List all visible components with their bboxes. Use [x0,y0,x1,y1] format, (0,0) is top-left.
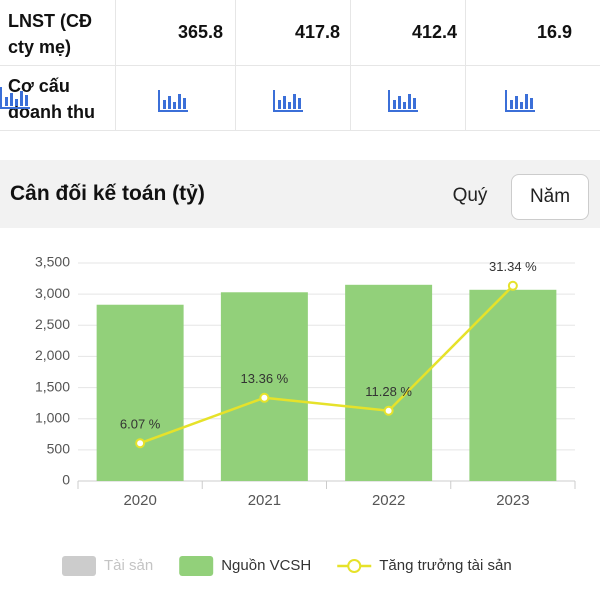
data-label: 13.36 % [241,371,289,386]
point [383,405,394,416]
tab[interactable]: Năm [511,174,589,220]
line [139,284,514,445]
y-tick-label: 0 [62,472,70,488]
chart: 0 500 1,000 1,500 2,000 2,500 3,000 3,500 6.07 %… [35,254,576,576]
bar [220,292,308,481]
data-label: 31.34 % [489,259,537,274]
cell: 412.4 [411,22,457,42]
x-tick-label: 2021 [248,492,281,509]
row-label: LNST (CĐ cty mẹ) [8,11,92,57]
legend-swatch [347,559,362,573]
x-tick-label: 2022 [372,492,405,509]
legend-label: Tài sản [104,557,153,574]
chart-icon[interactable] [388,90,418,112]
col-divider [235,0,236,130]
bar [96,304,184,481]
col-divider [115,0,116,130]
legend-item[interactable]: Nguồn VCSH [179,556,311,576]
legend-item[interactable]: Tăng trưởng tài sản [337,557,512,574]
cell: 417.8 [294,22,340,42]
chart-icon[interactable] [505,90,535,112]
y-tick-label: 1,500 [35,378,70,394]
legend-label: Nguồn VCSH [221,557,311,574]
point [135,438,146,449]
data-label: 6.07 % [120,417,161,432]
point [259,392,270,403]
col-divider [350,0,351,130]
section-title: Cân đối kế toán (tỷ) [10,182,205,205]
row-divider [0,130,600,131]
chart-icon[interactable] [273,90,303,112]
legend-item[interactable]: Tài sản [62,556,153,576]
tab[interactable]: Quý [452,185,488,206]
point [507,280,518,291]
legend-label: Tăng trưởng tài sản [379,557,511,574]
cell: 365.8 [177,22,223,42]
y-tick-label: 2,500 [35,316,70,332]
legend-swatch [179,556,214,576]
x-tick-label: 2023 [496,492,529,509]
chart-icon[interactable] [158,90,188,112]
row-divider [0,65,600,66]
y-tick-label: 2,000 [35,347,70,363]
bar [345,284,433,481]
y-tick-label: 500 [47,441,71,457]
y-tick-label: 1,000 [35,409,70,425]
x-tick-label: 2020 [123,492,156,509]
y-tick-label: 3,500 [35,254,70,270]
col-divider [465,0,466,130]
legend-swatch [62,556,96,576]
section-header [0,160,600,228]
cell: 16.9 [536,22,572,42]
icons [0,87,535,112]
data-label: 11.28 % [365,384,412,399]
chart-icon[interactable] [0,87,30,109]
bar [469,289,557,481]
y-tick-label: 3,000 [35,285,70,301]
